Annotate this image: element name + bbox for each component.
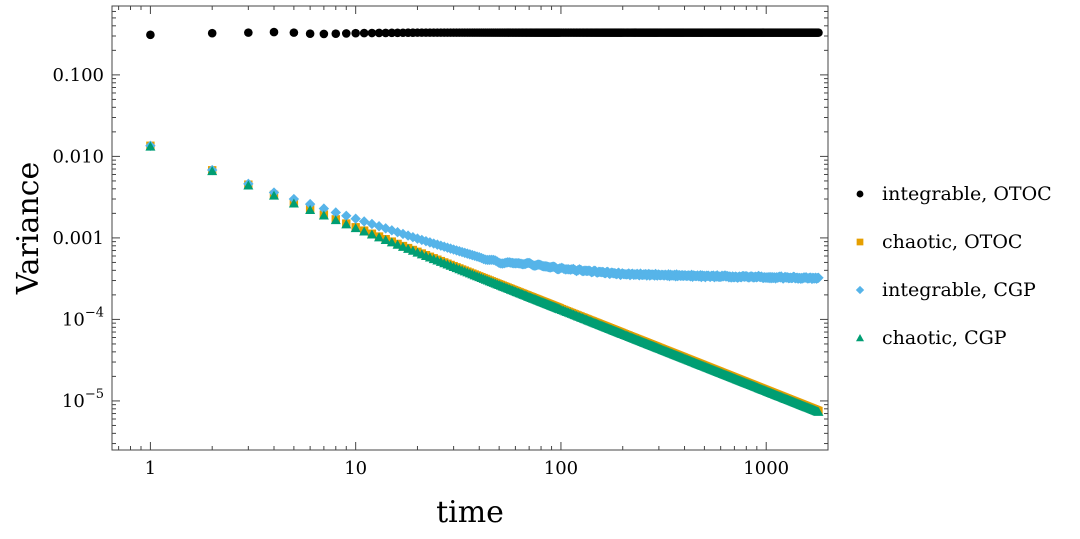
data-point (351, 28, 360, 38)
data-point (319, 29, 329, 39)
data-point (386, 237, 397, 247)
data-point (381, 28, 390, 38)
data-point (304, 198, 316, 210)
x-tick-label: 10 (344, 458, 367, 479)
y-tick-label: 0.100 (52, 65, 104, 86)
data-point (373, 221, 385, 232)
y-tick-label: 10−5 (62, 387, 104, 412)
data-point (350, 213, 361, 224)
data-point (305, 204, 316, 214)
legend-label: chaotic, CGP (882, 327, 1007, 349)
x-tick-label: 1 (145, 458, 156, 479)
data-point (207, 166, 218, 176)
data-point (305, 29, 315, 39)
x-tick-labels: 1 10 100 1000 (145, 458, 789, 479)
data-point (268, 190, 279, 200)
y-tick-labels: 0.100 0.010 0.001 10−4 10−5 (52, 65, 104, 412)
data-point (288, 198, 299, 208)
data-point (207, 28, 217, 38)
y-tick-label: 0.001 (52, 228, 104, 249)
legend-item: chaotic, OTOC (856, 231, 1022, 253)
legend: integrable, OTOC chaotic, OTOC integrable,… (855, 183, 1052, 349)
data-point (392, 239, 403, 249)
series-3 (145, 141, 824, 416)
legend-marker (856, 190, 864, 198)
plot-frame (111, 5, 829, 451)
data-point (341, 219, 352, 229)
data-point (146, 30, 155, 40)
legend-marker (856, 238, 864, 246)
data-point (330, 207, 341, 218)
data-point (244, 28, 253, 37)
legend-item: chaotic, CGP (856, 327, 1007, 349)
data-point (814, 28, 823, 37)
x-tick-label: 1000 (743, 458, 789, 479)
data-point (813, 272, 824, 284)
data-point (269, 27, 279, 37)
data-point (374, 232, 385, 242)
x-tick-label: 100 (544, 458, 578, 479)
data-point (374, 28, 384, 38)
data-point (366, 229, 377, 239)
data-point (145, 141, 156, 151)
data-point (318, 203, 330, 214)
data-point (243, 180, 254, 190)
data-point (331, 29, 341, 39)
data-point (358, 216, 370, 227)
axis-ticks (112, 6, 829, 450)
x-axis-title: time (436, 495, 504, 530)
legend-marker (856, 334, 864, 342)
legend-label: integrable, OTOC (882, 183, 1052, 205)
legend-item: integrable, OTOC (856, 183, 1052, 205)
data-point (367, 28, 377, 38)
legend-marker (855, 285, 865, 295)
data-point (318, 210, 329, 220)
data-point (330, 215, 341, 225)
series-0 (146, 27, 823, 40)
legend-label: chaotic, OTOC (882, 231, 1022, 253)
data-point (350, 223, 361, 233)
data-point (359, 28, 369, 38)
data-point (341, 29, 351, 38)
data-point (813, 406, 824, 416)
y-tick-label: 10−4 (62, 305, 104, 330)
data-marks (145, 27, 824, 416)
data-point (359, 226, 370, 236)
legend-label: integrable, CGP (882, 279, 1036, 301)
y-tick-label: 0.010 (52, 146, 104, 167)
legend-item: integrable, CGP (855, 279, 1036, 301)
data-point (289, 28, 299, 37)
data-point (341, 210, 352, 221)
data-point (380, 234, 391, 244)
series-2 (145, 140, 824, 285)
y-axis-title: Variance (11, 162, 46, 296)
